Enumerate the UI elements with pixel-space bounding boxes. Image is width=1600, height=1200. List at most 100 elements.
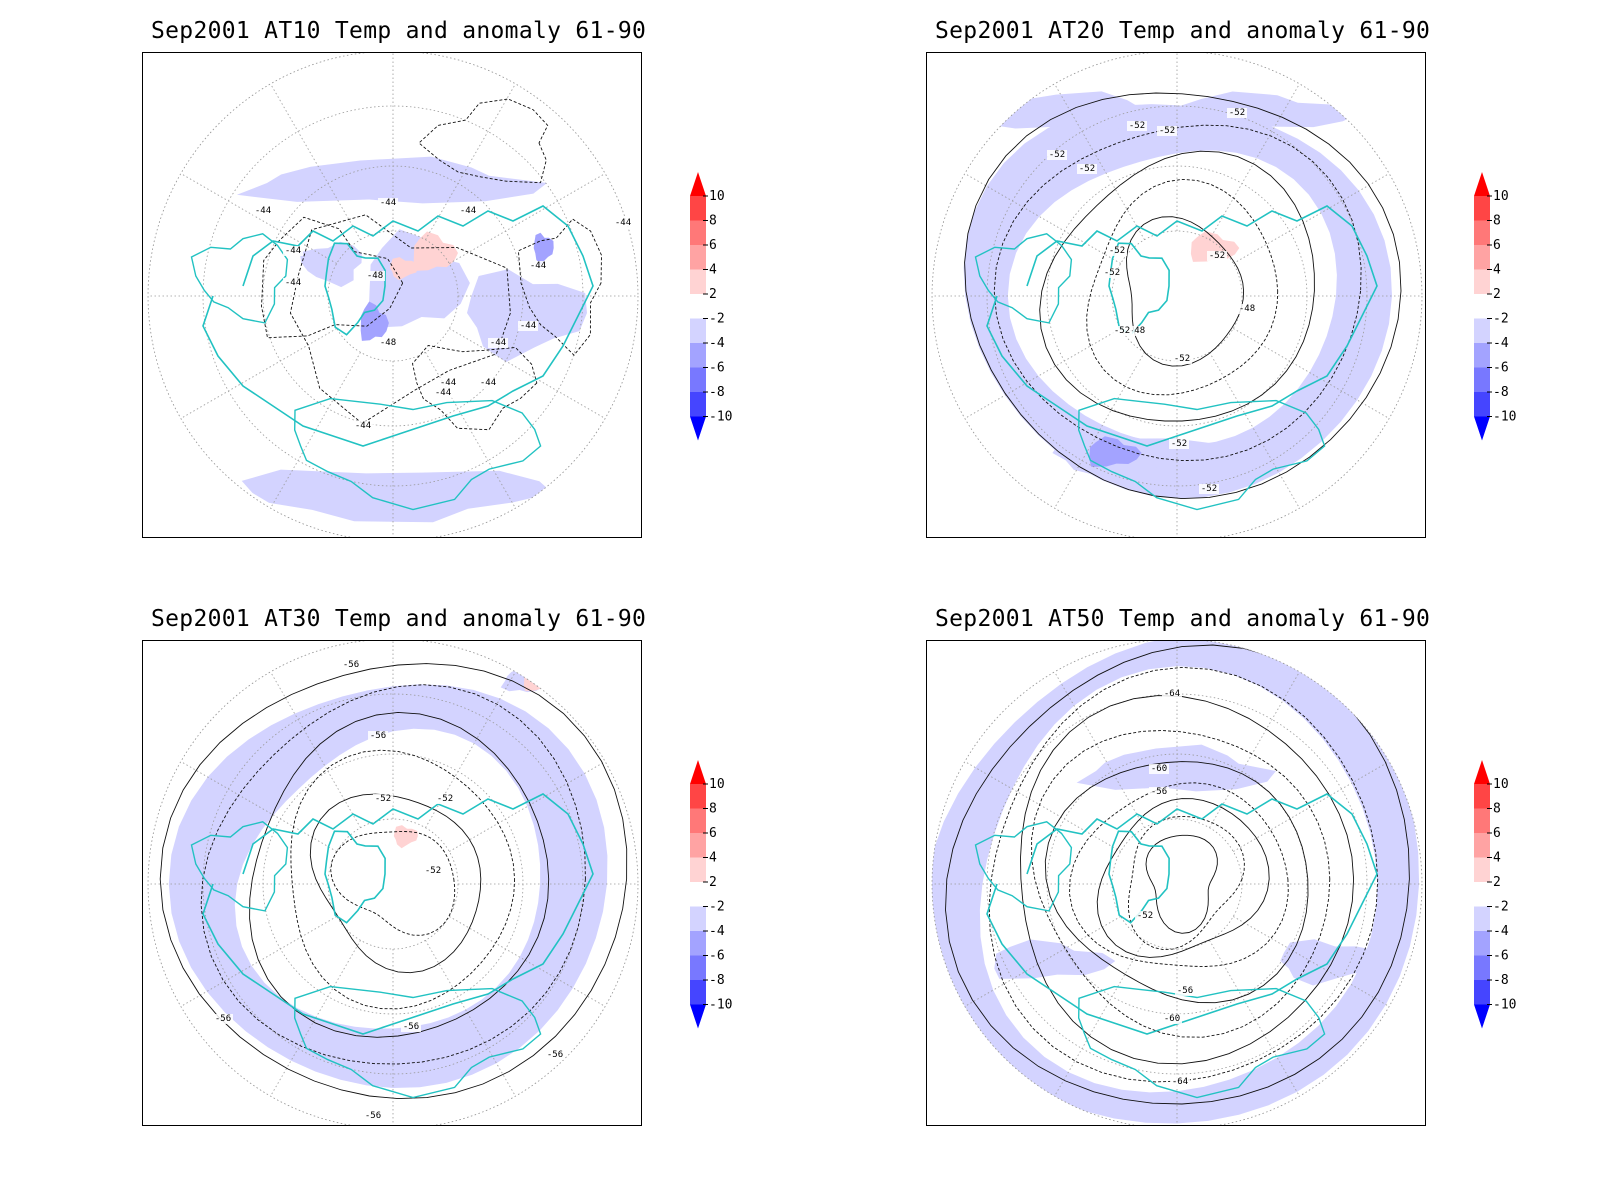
contour-label: -44	[255, 206, 271, 216]
contour-label: -56	[403, 1022, 419, 1032]
legend-color-band	[1474, 931, 1490, 956]
anomaly-band-neg	[168, 684, 608, 1088]
contour-label-bg	[433, 388, 453, 398]
legend-tick-label: -2	[1493, 312, 1509, 327]
contour-label: -52	[1209, 251, 1225, 261]
contour-label-bg	[1172, 354, 1192, 364]
legend-color-band	[1474, 367, 1490, 392]
legend-color-band	[690, 906, 706, 931]
contour-label: -52	[1104, 268, 1120, 278]
hemisphere-edge	[147, 53, 639, 537]
anomaly-region-neg	[236, 156, 547, 204]
contour-label: -52	[437, 794, 453, 804]
contour-label: -44	[380, 198, 396, 208]
coastline	[986, 793, 1378, 1035]
meridian-line	[180, 328, 337, 419]
legend-tick-label: 10	[709, 189, 725, 204]
north-america-coastline	[190, 233, 289, 324]
contour-label: -48	[1239, 304, 1255, 314]
polar-map: -52 -52 -52 -52 -52 -52 -52 -52 -48 -52 -48 -52 -52-…	[926, 52, 1426, 538]
legend-tick-label: -2	[709, 312, 725, 327]
contour-label-bg	[1102, 268, 1122, 278]
greenland-coastline	[1108, 242, 1170, 336]
contour-label: -52	[1114, 326, 1130, 336]
legend-tick-label: -4	[1493, 924, 1509, 939]
temperature-contour	[1126, 216, 1245, 367]
temperature-contour	[1031, 730, 1331, 1038]
legend-tick-label: 8	[1493, 214, 1501, 229]
contour-label-bg	[368, 731, 388, 741]
legend-color-band	[690, 955, 706, 980]
legend-tick-label: -4	[1493, 336, 1509, 351]
contour-label-bg	[1175, 986, 1195, 996]
legend-tick-label: -10	[1493, 410, 1516, 425]
legend-color-band	[1474, 857, 1490, 882]
legend-tick-label: -8	[709, 385, 725, 400]
contour-label: -52	[1159, 126, 1175, 136]
north-america-coastline	[190, 821, 289, 912]
contour-label: -56	[1151, 787, 1167, 797]
anomaly-region-pos	[1190, 231, 1240, 262]
legend-color-band	[1474, 955, 1490, 980]
legend-color-band	[690, 833, 706, 858]
temperature-contour	[1096, 798, 1270, 958]
north-america-coastline	[974, 821, 1073, 912]
temperature-contour	[1069, 782, 1289, 967]
legend-tick-label: 8	[1493, 802, 1501, 817]
legend-tick-label: -10	[709, 998, 732, 1013]
temperature-contour	[309, 793, 482, 974]
anomaly-region-neg-strong	[533, 232, 554, 266]
contour-label-bg	[458, 206, 478, 216]
contour-label: -64	[1172, 1077, 1188, 1087]
legend-canvas: 10 8 6 4 2 -2 -4 -6 -8 -10	[690, 760, 732, 1029]
contour-label-bg	[1127, 121, 1147, 131]
temperature-contour	[412, 345, 538, 431]
legend-color-band	[1474, 269, 1490, 294]
legend-color-band	[690, 196, 706, 221]
contour-label-bg	[1077, 164, 1097, 174]
contour-label-bg	[528, 261, 548, 271]
legend-color-band	[690, 882, 706, 907]
legend-tick-label: 4	[1493, 263, 1501, 278]
africa-coastline	[293, 985, 542, 1099]
legend-color-band	[690, 784, 706, 809]
contour-label: -44	[615, 218, 631, 228]
temperature-contour	[964, 92, 1402, 500]
contour-label-bg	[363, 1111, 383, 1121]
contour-label: -44	[440, 378, 456, 388]
contour-label: -52	[1109, 246, 1125, 256]
contour-label: -48	[1129, 326, 1145, 336]
legend-tick-label: -6	[1493, 949, 1509, 964]
latitude-circle	[327, 818, 459, 950]
temperature-contour	[159, 663, 628, 1100]
legend-tick-label: -4	[709, 924, 725, 939]
legend-tick-label: 8	[709, 802, 717, 817]
legend-color-band	[690, 857, 706, 882]
map-content	[148, 641, 638, 1125]
legend-tick-label: 10	[709, 777, 725, 792]
coastline	[202, 793, 594, 1035]
anomaly-region-neg	[467, 269, 587, 363]
contour-label: -52	[1201, 484, 1217, 494]
legend-tick-label: 6	[709, 826, 717, 841]
legend-color-band	[690, 220, 706, 245]
legend-tick-label: 6	[709, 238, 717, 253]
africa-coastline	[1077, 985, 1326, 1099]
legend-color-band	[690, 343, 706, 368]
legend-bottom-arrow	[1474, 416, 1490, 441]
legend-tick-label: -6	[709, 949, 725, 964]
hemisphere-edge	[147, 641, 639, 1125]
contour-label: -44	[285, 246, 301, 256]
contour-label-bg	[1207, 251, 1227, 261]
coastline	[986, 205, 1378, 447]
legend-bottom-arrow	[1474, 1004, 1490, 1029]
temperature-contour	[261, 216, 404, 339]
temperature-contour	[1086, 178, 1279, 396]
legend-color-band	[690, 294, 706, 319]
contour-label: -44	[520, 321, 536, 331]
contour-label-bg	[1162, 689, 1182, 699]
legend-color-band	[1474, 294, 1490, 319]
contour-label-bg	[1169, 439, 1189, 449]
contour-label-bg	[253, 206, 273, 216]
legend-tick-label: 8	[709, 214, 717, 229]
